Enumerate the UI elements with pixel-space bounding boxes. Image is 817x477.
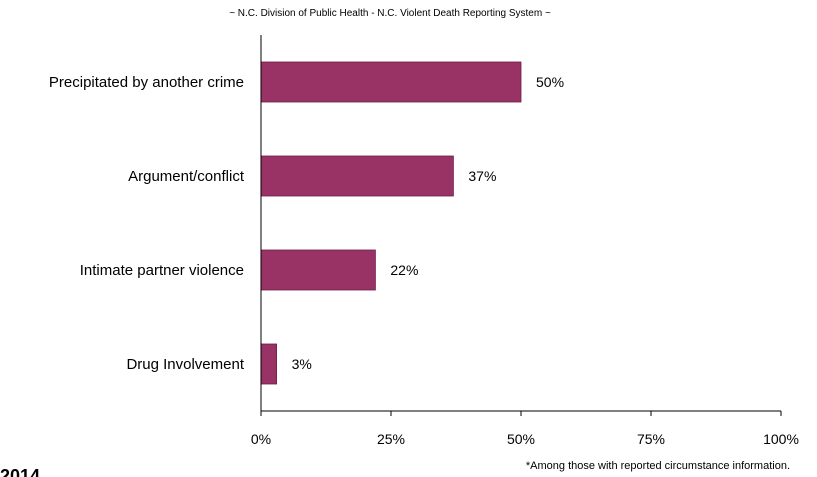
data-label: 50% xyxy=(536,74,564,90)
bar xyxy=(260,155,454,197)
x-tick-label: 25% xyxy=(377,431,405,447)
category-label: Argument/conflict xyxy=(128,168,245,185)
category-label: Intimate partner violence xyxy=(80,262,244,279)
x-tick-label: 0% xyxy=(251,431,271,447)
x-tick-label: 100% xyxy=(763,431,799,447)
bar xyxy=(260,343,278,385)
bar xyxy=(260,249,376,291)
data-label: 37% xyxy=(468,168,496,184)
x-tick-label: 75% xyxy=(637,431,665,447)
cut-off-title: 2014 xyxy=(0,466,41,477)
chart-subtitle: ~ N.C. Division of Public Health - N.C. … xyxy=(229,8,551,19)
data-label: 22% xyxy=(390,262,418,278)
category-label: Precipitated by another crime xyxy=(49,74,244,91)
category-label: Drug Involvement xyxy=(126,356,244,373)
x-tick-label: 50% xyxy=(507,431,535,447)
bar xyxy=(260,61,522,103)
footnote: *Among those with reported circumstance … xyxy=(525,460,790,472)
data-label: 3% xyxy=(292,356,312,372)
